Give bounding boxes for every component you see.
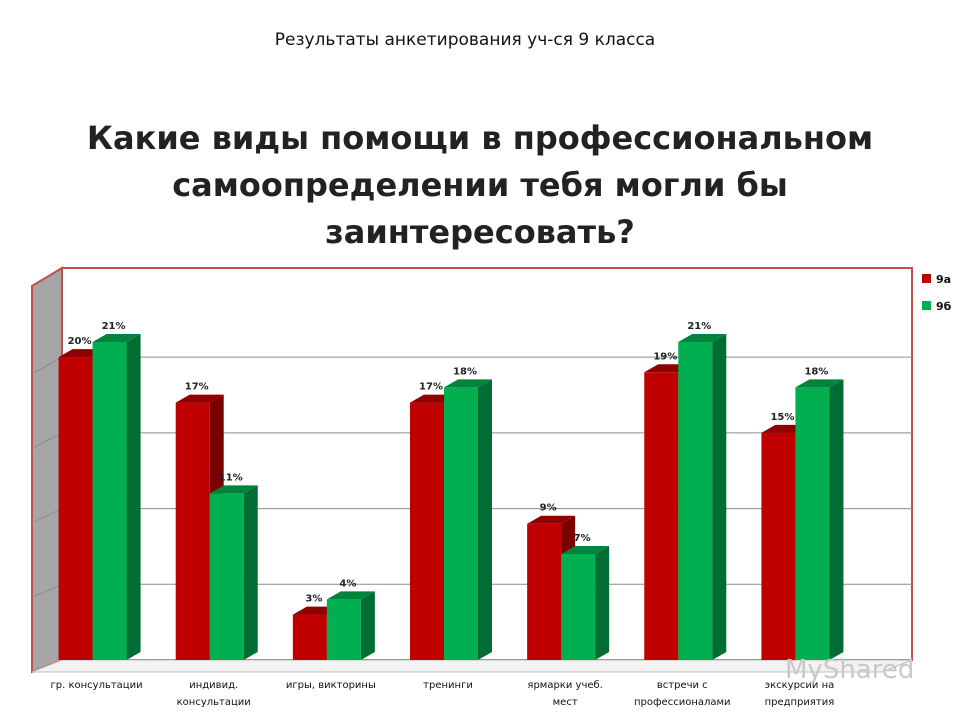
bar-front (761, 432, 796, 660)
bar-front (58, 357, 93, 660)
bar-top (561, 546, 610, 554)
bar-front (678, 342, 713, 660)
bar-chart: 20% 17% 3% 17% 9% 19% 15% 21% 11% 4% 18% 7% 21% 18% г… (31, 266, 952, 708)
legend-label: 9б (936, 300, 952, 313)
bar-front (444, 387, 478, 660)
data-label: 17% (185, 382, 209, 393)
bar-front (326, 599, 361, 660)
data-label: 3% (305, 594, 322, 605)
chart-floor (31, 659, 913, 673)
data-label: 15% (770, 412, 794, 423)
bar-side (829, 379, 844, 660)
bar-front (292, 614, 327, 660)
legend-label: 9а (936, 273, 951, 286)
bar-top (209, 485, 258, 494)
chart-bars (58, 334, 844, 660)
x-tick-label: экскурсии на предприятия (765, 680, 835, 708)
chart-category-labels: гр. консультации индивид. консультации игры… (51, 680, 835, 708)
x-tick-label: игры, викторины (286, 680, 376, 691)
data-label: 20% (68, 336, 92, 347)
bar-side (360, 591, 375, 660)
bar-side (712, 334, 727, 660)
side-gridline (31, 356, 63, 375)
side-gridline (31, 432, 63, 449)
bar-front (644, 372, 679, 660)
side-gridline (31, 508, 63, 524)
data-label: 11% (219, 472, 243, 483)
chart-value-labels: 20% 17% 3% 17% 9% 19% 15% 21% 11% 4% 18% 7% 21% 18% (68, 321, 829, 605)
x-tick-label: тренинги (423, 680, 473, 691)
data-label: 17% (419, 382, 443, 393)
data-label: 7% (574, 533, 591, 544)
bar-front (209, 493, 244, 660)
chart-subtitle: Результаты анкетирования уч-ся 9 класса (274, 30, 656, 50)
bar-top (678, 334, 727, 342)
x-tick-label: гр. консультации (51, 680, 143, 691)
bar-side (595, 546, 610, 660)
bar-side (243, 485, 258, 660)
bar-front (527, 523, 562, 660)
bar-top (92, 334, 141, 342)
data-label: 19% (653, 351, 677, 362)
chart-side-wall (31, 266, 63, 674)
x-tick-label: индивид. консультации (177, 680, 251, 708)
data-label: 9% (540, 503, 557, 514)
bar-top (795, 379, 844, 388)
data-label: 18% (804, 366, 828, 377)
data-label: 4% (339, 578, 356, 589)
chart-title: Какие виды помощи в профессиональном сам… (86, 119, 874, 251)
bar-front (92, 342, 127, 660)
bar-side (478, 379, 492, 660)
data-label: 21% (687, 321, 711, 332)
data-label: 21% (102, 321, 126, 332)
bar-top (175, 394, 224, 403)
watermark-logo: MyShared (785, 655, 915, 685)
x-tick-label: встречи с профессионалами (634, 680, 731, 708)
bar-top (444, 379, 492, 388)
legend-swatch (922, 301, 931, 310)
chart-legend: 9а 9б (922, 273, 952, 313)
bar-front (561, 554, 596, 660)
bar-top (326, 591, 375, 600)
x-tick-label: ярмарки учеб. мест (527, 680, 602, 708)
side-gridline (31, 583, 63, 598)
bar-top (527, 515, 576, 524)
bar-side (126, 334, 141, 660)
data-label: 18% (453, 366, 477, 377)
bar-front (410, 402, 444, 660)
bar-front (175, 402, 210, 660)
bar-front (795, 387, 830, 660)
legend-swatch (922, 274, 931, 283)
